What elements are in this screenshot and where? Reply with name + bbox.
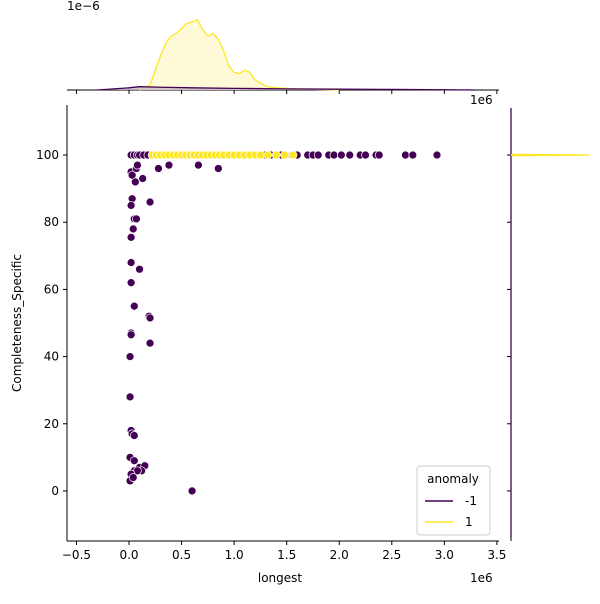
y-tick-label: 40 — [44, 350, 59, 364]
point — [374, 150, 384, 160]
y-tick-label: 0 — [51, 484, 59, 498]
point — [288, 150, 298, 160]
top-offset-label: 1e−6 — [67, 0, 100, 13]
point — [214, 164, 223, 173]
x-tick-label: 1.5 — [277, 548, 296, 562]
point — [432, 150, 442, 160]
point — [280, 150, 289, 160]
point — [329, 150, 339, 160]
point — [126, 330, 136, 340]
point — [263, 150, 273, 160]
point — [130, 177, 140, 187]
x-tick-label: 0.0 — [119, 548, 138, 562]
legend-box — [416, 465, 491, 536]
point — [336, 150, 346, 160]
point — [132, 214, 141, 224]
top-kde-line — [97, 86, 476, 91]
point — [187, 486, 197, 496]
x-tick-label: −0.5 — [62, 548, 91, 562]
point — [145, 338, 155, 348]
point — [126, 201, 136, 210]
point — [128, 473, 138, 482]
point — [145, 313, 155, 323]
top-kde-area — [139, 19, 340, 91]
point — [361, 150, 370, 160]
point — [256, 150, 265, 160]
top-kde-area — [97, 86, 476, 90]
point — [408, 150, 418, 160]
x-tick-label: 1.0 — [225, 548, 244, 562]
point — [194, 160, 203, 170]
point — [138, 174, 148, 183]
x-offset-label: 1e6 — [470, 571, 493, 585]
x-tick-label: 3.5 — [487, 548, 506, 562]
y-tick-label: 80 — [44, 215, 59, 229]
y-tick-label: 60 — [44, 282, 59, 296]
point — [129, 431, 139, 440]
point — [126, 232, 136, 242]
point — [345, 150, 355, 160]
right-offset-label: 1e6 — [470, 93, 493, 107]
point — [126, 278, 136, 288]
point — [135, 264, 144, 274]
x-tick-label: 2.5 — [382, 548, 401, 562]
point — [128, 224, 138, 234]
point — [154, 164, 163, 173]
right-kde-line — [510, 108, 514, 538]
x-tick-label: 3.0 — [435, 548, 454, 562]
point — [401, 150, 410, 160]
point — [164, 160, 174, 170]
x-axis-label: longest — [258, 571, 303, 585]
y-tick-label: 20 — [44, 417, 59, 431]
point — [126, 258, 136, 267]
point — [271, 150, 281, 160]
point — [133, 160, 142, 170]
point — [313, 150, 323, 160]
legend-label: 1 — [465, 515, 473, 529]
legend-label: -1 — [465, 494, 477, 508]
x-tick-label: 2.0 — [330, 548, 349, 562]
point — [125, 392, 135, 402]
x-tick-label: 0.5 — [172, 548, 191, 562]
point — [145, 197, 155, 207]
point — [129, 301, 139, 311]
y-axis-label: Completeness_Specific — [10, 254, 24, 392]
point — [129, 456, 139, 466]
top-kde-line — [139, 18, 340, 91]
y-tick-label: 100 — [36, 148, 59, 162]
right-kde-line — [510, 153, 590, 157]
legend-title: anomaly — [427, 472, 479, 486]
point — [125, 352, 135, 361]
